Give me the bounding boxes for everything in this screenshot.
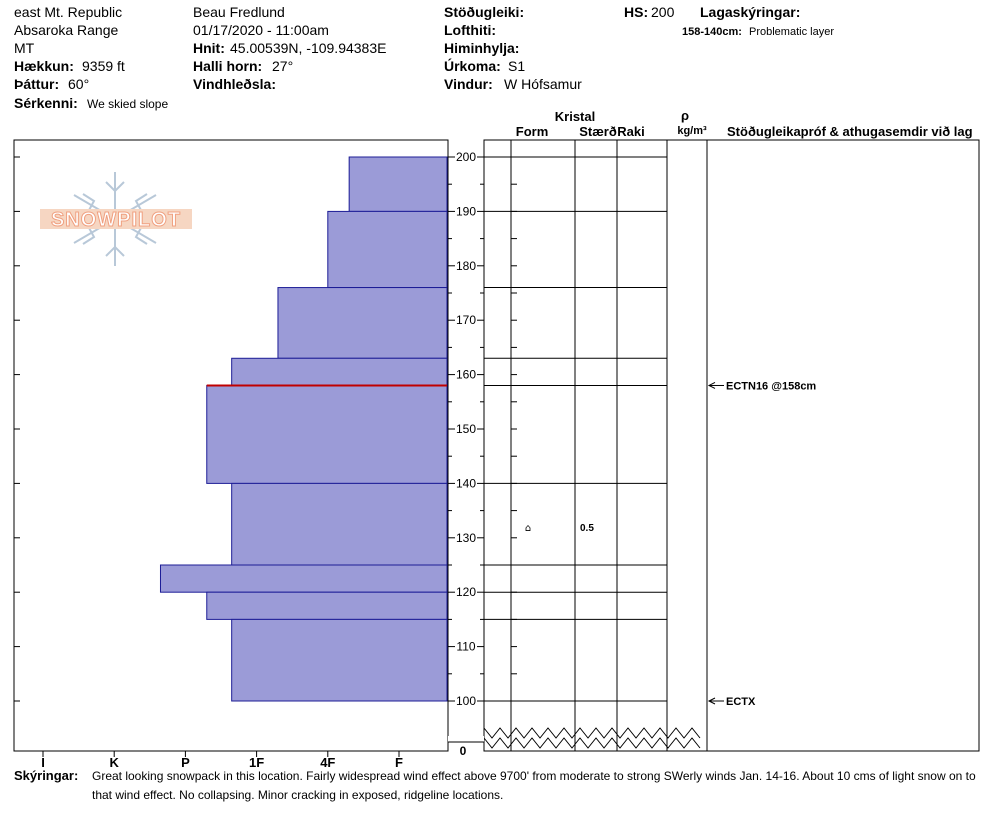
crystal-header: Kristal <box>555 109 595 124</box>
coords-label: Hnit: <box>193 40 225 56</box>
hs-label: HS: <box>624 4 649 20</box>
test-label-1: ECTX <box>726 696 756 708</box>
tests-header: Stöðugleikapróf & athugasemdir við lag <box>727 124 973 139</box>
hardness-plot-frame <box>13 139 449 752</box>
density-unit: kg/m³ <box>677 125 707 137</box>
hardness-bar-3 <box>231 357 448 386</box>
features-value: We skied slope <box>87 97 169 111</box>
coords-value: 45.00539N, -109.94383E <box>230 40 387 56</box>
notes-line1: Great looking snowpack in this location.… <box>92 769 976 783</box>
hardness-bar-1 <box>327 210 448 289</box>
legend-title: Lagaskýringar: <box>700 4 801 20</box>
test-arrow-icon-0 <box>707 382 716 389</box>
hardness-tick-label-1F: 1F <box>249 755 264 770</box>
hardness-bar-6 <box>159 564 448 593</box>
axis-break-gap <box>448 736 484 742</box>
wind-value: W Hófsamur <box>504 76 582 92</box>
aspect-value: 60° <box>68 76 90 92</box>
test-label-0: ECTN16 @158cm <box>726 380 816 392</box>
hardness-bar-0 <box>348 156 448 212</box>
y-tick-label-130: 130 <box>456 531 476 545</box>
location-line3: MT <box>14 40 35 56</box>
stability-label: Stöðugleiki: <box>444 4 525 20</box>
precip-value: S1 <box>508 58 526 74</box>
location-line2: Absaroka Range <box>14 22 119 38</box>
y-tick-label-180: 180 <box>456 259 476 273</box>
moisture-header: Raki <box>617 124 644 139</box>
layer-table <box>483 139 980 752</box>
hardness-bar-2 <box>277 287 448 359</box>
air-temp-label: Lofthiti: <box>444 22 497 38</box>
location-line1: east Mt. Republic <box>14 4 123 20</box>
features-label: Sérkenni: <box>14 95 78 111</box>
hs-value: 200 <box>651 4 675 20</box>
hardness-tick-label-P: P <box>181 755 190 770</box>
y-tick-label-0: 0 <box>460 744 467 758</box>
legend-range: 158-140cm: <box>682 26 742 38</box>
aspect-label: Þáttur: <box>14 76 60 92</box>
y-tick-label-120: 120 <box>456 585 476 599</box>
elevation-label: Hækkun: <box>14 58 74 74</box>
wind-label: Vindur: <box>444 76 493 92</box>
observer-name: Beau Fredlund <box>193 4 285 20</box>
hardness-tick-label-F: F <box>395 755 403 770</box>
y-tick-label-170: 170 <box>456 313 476 327</box>
observation-datetime: 01/17/2020 - 11:00am <box>193 22 329 38</box>
sky-label: Himinhylja: <box>444 40 520 56</box>
notes-label: Skýringar: <box>14 768 79 783</box>
size-header: Stærð <box>579 124 617 139</box>
hardness-bars <box>159 156 448 702</box>
slope-label: Halli horn: <box>193 58 263 74</box>
density-symbol: ρ <box>681 108 689 123</box>
y-tick-label-100: 100 <box>456 694 476 708</box>
notes-line2: that wind effect. No collapsing. Minor c… <box>92 788 504 802</box>
hardness-bar-8 <box>231 618 448 702</box>
y-tick-label-150: 150 <box>456 422 476 436</box>
test-arrow-icon-1 <box>707 697 716 705</box>
hardness-bar-4 <box>206 384 448 484</box>
elevation-value: 9359 ft <box>82 58 125 74</box>
hardness-axis: I K P 1F 4F F <box>41 751 403 770</box>
y-tick-label-200: 200 <box>456 150 476 164</box>
precip-label: Úrkoma: <box>444 58 501 74</box>
axis-break-zigzag <box>448 727 701 749</box>
axis-break-line-1 <box>483 737 701 749</box>
hardness-tick-label-I: I <box>41 755 45 770</box>
table-layer-lines <box>484 156 667 702</box>
hardness-tick-label-4F: 4F <box>320 755 335 770</box>
wind-loading-label: Vindhleðsla: <box>193 76 276 92</box>
axis-break-line-0 <box>483 727 701 739</box>
stability-tests: ECTN16 @158cm ECTX <box>707 380 816 708</box>
slope-value: 27° <box>272 58 294 74</box>
logo-text: SNOWPILOT <box>51 209 181 231</box>
form-header: Form <box>516 124 549 139</box>
y-tick-label-140: 140 <box>456 476 476 490</box>
hardness-bar-7 <box>206 591 448 620</box>
snowpilot-logo: SNOWPILOT <box>40 172 192 266</box>
y-tick-label-160: 160 <box>456 368 476 382</box>
crystal-size-value: 0.5 <box>580 523 594 534</box>
y-tick-label-110: 110 <box>456 640 475 654</box>
legend-text: Problematic layer <box>749 26 834 38</box>
hardness-bar-5 <box>231 482 448 566</box>
y-tick-label-190: 190 <box>456 204 476 218</box>
crystal-form-symbol: ⌂ <box>525 523 531 534</box>
hardness-tick-label-K: K <box>110 755 120 770</box>
